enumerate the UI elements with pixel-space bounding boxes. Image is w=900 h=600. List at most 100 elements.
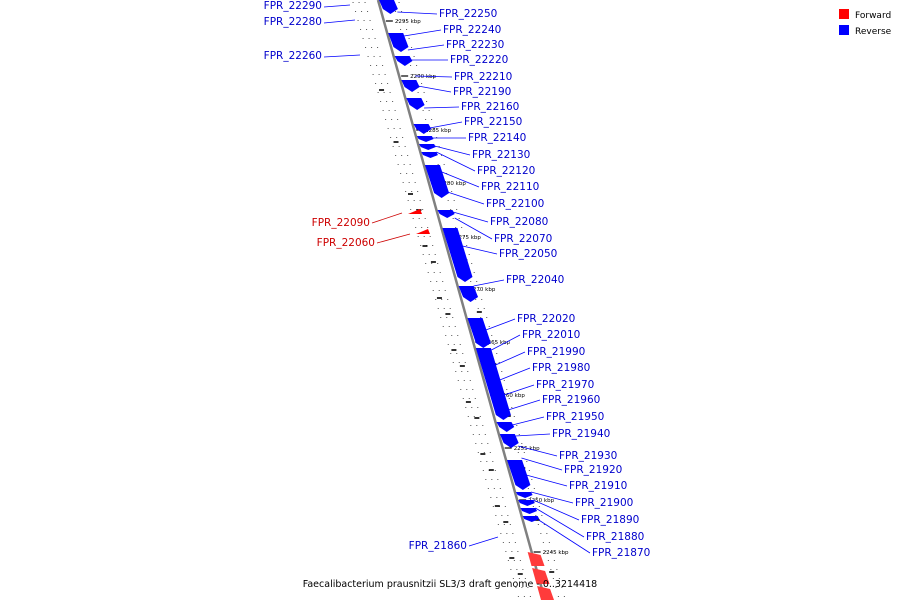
frame-dot	[456, 353, 458, 354]
frame-dot	[385, 119, 387, 120]
frame-dot	[527, 488, 529, 489]
reverse-gene-feature	[416, 136, 434, 142]
frame-dot	[516, 425, 518, 426]
gene-label-reverse: FPR_21890	[581, 514, 639, 526]
frame-dot	[548, 542, 550, 543]
frame-dot	[437, 164, 439, 165]
label-leader-line	[507, 399, 541, 411]
frame-dot	[443, 164, 445, 165]
frame-dot	[516, 569, 518, 570]
frame-dot	[381, 83, 383, 84]
frame-dot	[542, 542, 544, 543]
frame-dot	[522, 569, 524, 570]
frame-dot	[502, 542, 504, 543]
frame-dot	[382, 65, 384, 66]
frame-dot	[529, 596, 531, 597]
frame-dot	[417, 191, 419, 192]
gene-label-reverse: FPR_22070	[494, 233, 552, 245]
frame-dot	[451, 335, 453, 336]
frame-dot	[511, 551, 513, 552]
frame-dot	[431, 263, 433, 264]
frame-dot	[453, 200, 455, 201]
frame-dot	[457, 380, 459, 381]
gene-label-reverse: FPR_21870	[592, 547, 650, 559]
frame-dot	[437, 308, 439, 309]
label-leader-line	[407, 44, 445, 51]
frame-dot	[404, 146, 406, 147]
frame-dot	[427, 272, 429, 273]
frame-dot	[366, 29, 368, 30]
frame-dot	[376, 65, 378, 66]
frame-dot	[450, 209, 452, 210]
frame-dot	[369, 20, 371, 21]
frame-dot	[462, 353, 464, 354]
frame-dot	[392, 146, 394, 147]
genome-backbone	[376, 0, 547, 600]
gene-label-reverse: FPR_22020	[517, 313, 575, 325]
frame-dot	[468, 254, 470, 255]
frame-dot	[436, 281, 438, 282]
reverse-gene-feature	[518, 500, 535, 506]
frame-dot	[452, 218, 454, 219]
frame-dot	[377, 92, 379, 93]
reverse-gene-feature	[507, 460, 531, 490]
frame-dot	[387, 128, 389, 129]
label-leader-line	[429, 121, 463, 129]
frame-dot	[402, 137, 404, 138]
reverse-gene-feature	[437, 210, 455, 218]
reverse-gene-feature	[522, 516, 540, 522]
frame-dot	[536, 497, 538, 498]
frame-dot	[508, 542, 510, 543]
label-leader-line	[403, 29, 442, 37]
frame-dot	[433, 128, 435, 129]
kbp-tick-label: 2260 kbp	[499, 393, 525, 399]
legend-reverse-label: Reverse	[855, 27, 892, 37]
reverse-gene-feature	[442, 228, 473, 282]
frame-dot	[513, 560, 515, 561]
frame-dot	[428, 254, 430, 255]
frame-dot	[361, 11, 363, 12]
frame-dot	[479, 416, 481, 417]
reverse-gene-feature	[520, 508, 538, 514]
frame-dot	[517, 596, 519, 597]
frame-dot	[466, 389, 468, 390]
frame-dot	[502, 497, 504, 498]
frame-dot	[480, 461, 482, 462]
frame-dot	[537, 524, 539, 525]
frame-dot	[400, 173, 402, 174]
frame-dot	[513, 416, 515, 417]
frame-dot	[471, 263, 473, 264]
frame-dot	[458, 218, 460, 219]
gene-label-reverse: FPR_22240	[443, 24, 501, 36]
frame-dot	[424, 218, 426, 219]
frame-dot	[453, 344, 455, 345]
frame-dot	[423, 92, 425, 93]
kbp-tick-label: 2255 kbp	[514, 446, 540, 452]
frame-dot	[447, 344, 449, 345]
frame-dot	[374, 38, 376, 39]
gene-label-reverse: FPR_22010	[522, 329, 580, 341]
frame-dot	[492, 461, 494, 462]
frame-dot	[373, 56, 375, 57]
frame-dot	[434, 254, 436, 255]
gene-label-reverse: FPR_22120	[477, 165, 535, 177]
frame-dot	[488, 326, 490, 327]
label-leader-line	[491, 334, 521, 351]
frame-dot	[416, 65, 418, 66]
frame-dot	[456, 209, 458, 210]
gene-label-reverse: FPR_22040	[506, 274, 564, 286]
frame-dot	[441, 299, 443, 300]
gene-label-reverse: FPR_22140	[468, 132, 526, 144]
frame-dot	[503, 524, 505, 525]
frame-dot	[501, 371, 503, 372]
frame-dot	[440, 317, 442, 318]
frame-dot	[429, 236, 431, 237]
frame-dot	[414, 182, 416, 183]
frame-dot	[454, 326, 456, 327]
frame-dot	[509, 524, 511, 525]
frame-dot	[506, 533, 508, 534]
legend: Forward Reverse	[839, 9, 892, 37]
frame-dot	[473, 272, 475, 273]
frame-dot	[362, 38, 364, 39]
reverse-gene-feature	[424, 165, 450, 198]
